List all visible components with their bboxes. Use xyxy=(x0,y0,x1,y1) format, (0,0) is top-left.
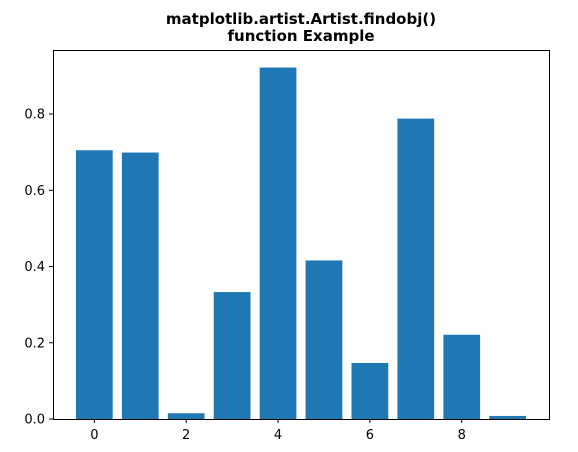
bar-4 xyxy=(259,67,297,419)
bar-8 xyxy=(443,334,481,419)
x-tick-label: 4 xyxy=(274,428,282,443)
bar-3 xyxy=(213,292,251,419)
bar-0 xyxy=(75,150,113,419)
plot-frame xyxy=(53,50,550,420)
bars-group xyxy=(75,67,527,420)
x-tick-label: 0 xyxy=(90,428,98,443)
chart-title-line-2: function Example xyxy=(227,27,374,45)
x-tick-label: 6 xyxy=(366,428,374,443)
x-tick-label: 8 xyxy=(458,428,466,443)
y-tick-label: 0.8 xyxy=(24,108,45,123)
bar-1 xyxy=(121,152,159,419)
bar-6 xyxy=(351,362,389,419)
x-axis-ticks: 0 2 4 6 8 xyxy=(90,419,466,443)
bar-5 xyxy=(305,260,343,419)
y-tick-label: 0.0 xyxy=(24,413,45,428)
y-tick-label: 0.6 xyxy=(24,184,45,199)
bar-2 xyxy=(167,413,205,419)
bar-7 xyxy=(397,118,435,420)
y-axis-ticks: 0.0 0.2 0.4 0.6 0.8 xyxy=(24,108,53,428)
bar-9 xyxy=(489,415,527,419)
y-tick-label: 0.2 xyxy=(24,336,45,351)
x-tick-label: 2 xyxy=(182,428,190,443)
y-tick-label: 0.4 xyxy=(24,260,45,275)
chart-title-line-1: matplotlib.artist.Artist.findobj() xyxy=(166,10,436,28)
